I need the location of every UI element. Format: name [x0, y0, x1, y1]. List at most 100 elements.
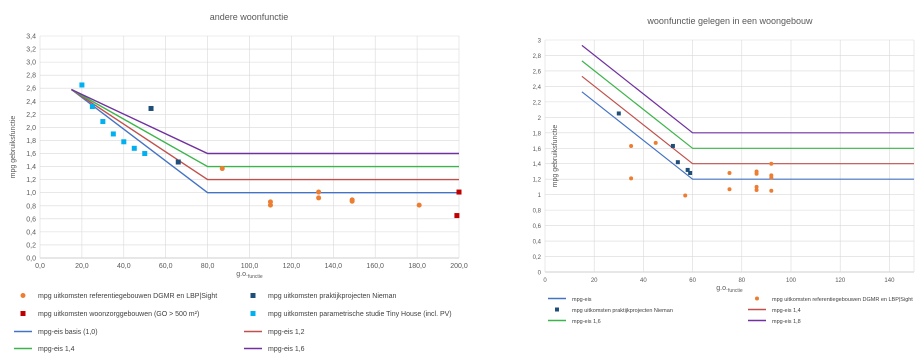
y-tick-label: 0,0 — [26, 256, 36, 263]
legend-swatch — [250, 293, 256, 298]
x-tick-label: 200,0 — [450, 263, 468, 270]
legend-entry: mpg-eis — [548, 297, 592, 303]
x-tick-label: 100,0 — [241, 263, 259, 270]
data-point — [727, 171, 732, 176]
data-point — [142, 151, 148, 157]
x-tick-label: 140,0 — [325, 263, 343, 270]
series-line — [581, 60, 914, 149]
data-point — [454, 213, 460, 219]
x-tick-label: 100 — [786, 278, 797, 284]
y-tick-label: 0,2 — [26, 242, 36, 249]
data-point — [754, 188, 759, 193]
x-tick-label: 0,0 — [35, 263, 45, 270]
x-axis-label-sub: functie — [248, 274, 263, 280]
legend-swatch — [20, 293, 26, 298]
y-tick-label: 2,6 — [533, 69, 542, 75]
data-point — [683, 193, 688, 198]
y-tick-label: 2 — [538, 116, 542, 122]
y-tick-label: 1,4 — [26, 164, 36, 171]
data-point — [131, 145, 137, 151]
data-point — [688, 171, 693, 176]
legend-swatch — [20, 311, 26, 316]
data-point — [349, 198, 355, 204]
legend-entry: mpg uitkomsten referentiegebouwen DGMR e… — [755, 296, 913, 303]
y-tick-label: 1,4 — [533, 162, 542, 168]
x-tick-label: 20,0 — [75, 263, 89, 270]
y-tick-label: 0,6 — [533, 224, 542, 230]
y-tick-label: 0,4 — [533, 240, 542, 246]
y-tick-label: 3,0 — [26, 60, 36, 67]
legend-label: mpg-eis 1,4 — [772, 308, 801, 314]
y-tick-label: 0 — [538, 271, 542, 277]
legend-swatch — [555, 307, 559, 312]
data-point — [416, 202, 422, 208]
x-tick-label: 120,0 — [283, 263, 301, 270]
legend-swatch — [755, 296, 759, 301]
legend-label: mpg-eis basis (1,0) — [38, 329, 98, 336]
legend-label: mpg-eis 1,8 — [772, 319, 801, 325]
data-point — [316, 195, 322, 201]
data-point — [670, 143, 675, 148]
y-tick-label: 3,4 — [26, 34, 36, 41]
legend-label: mpg-eis 1,6 — [572, 319, 601, 325]
y-tick-label: 3,2 — [26, 47, 36, 54]
y-tick-label: 2,2 — [533, 100, 542, 106]
legend-entry: mpg-eis 1,8 — [748, 319, 801, 325]
y-tick-label: 2,6 — [26, 86, 36, 93]
x-tick-label: 40,0 — [117, 263, 131, 270]
data-point — [629, 143, 634, 148]
y-tick-label: 1,6 — [26, 151, 36, 158]
y-tick-label: 0,2 — [533, 255, 542, 261]
legend-entry: mpg uitkomsten praktijkprojecten Nieman — [555, 307, 673, 314]
y-tick-label: 1,2 — [26, 177, 36, 184]
series-line — [581, 91, 914, 180]
y-axis-label: mpg gebruiksfunctie — [10, 116, 17, 179]
chart-left: andere woonfunctie 0,0 0,2 0,4 0,6 0,8 1,0 1,2 1… — [10, 12, 468, 353]
y-axis-label: mpg gebruiksfunctie — [552, 125, 559, 188]
data-point — [616, 111, 621, 116]
data-point — [316, 189, 322, 195]
chart-title: andere woonfunctie — [210, 12, 289, 22]
y-tick-label: 2,2 — [26, 112, 36, 119]
y-tick-label: 1,8 — [533, 131, 542, 137]
series-line — [71, 88, 459, 181]
chart-right: woonfunctie gelegen in een woongebouw 0 0,… — [533, 16, 915, 325]
x-tick-label: 140 — [884, 278, 895, 284]
x-axis-label: g.o.functie — [236, 271, 263, 280]
x-axis-label-main: g.o. — [236, 271, 248, 278]
y-tick-label: 1 — [538, 193, 542, 199]
y-tick-label: 1,0 — [26, 190, 36, 197]
y-tick-label: 0,6 — [26, 216, 36, 223]
legend-label: mpg uitkomsten praktijkprojecten Nieman — [572, 308, 673, 314]
data-point — [175, 159, 181, 165]
legend-entry: mpg-eis basis (1,0) — [14, 329, 98, 336]
chart-title: woonfunctie gelegen in een woongebouw — [646, 16, 813, 26]
data-point — [219, 166, 225, 172]
y-tick-label: 2,4 — [26, 99, 36, 106]
x-tick-label: 160,0 — [366, 263, 384, 270]
legend-label: mpg uitkomsten parametrische studie Tiny… — [268, 311, 452, 318]
x-tick-label: 80,0 — [201, 263, 215, 270]
data-point — [675, 160, 680, 165]
legend-entry: mpg-eis 1,6 — [548, 319, 601, 325]
data-point — [769, 161, 774, 166]
data-point — [727, 187, 732, 192]
series-line — [70, 88, 459, 194]
y-tick-label: 0,8 — [533, 209, 542, 215]
y-tick-label: 3 — [538, 39, 542, 45]
y-tick-label: 0,8 — [26, 203, 36, 210]
legend-label: mpg-eis — [572, 297, 592, 303]
y-tick-label: 0,4 — [26, 229, 36, 236]
y-tick-label: 2,8 — [533, 54, 542, 60]
series-line — [581, 44, 914, 134]
x-tick-label: 60 — [689, 278, 696, 284]
y-tick-label: 1,8 — [26, 138, 36, 145]
y-tick-label: 1,2 — [533, 178, 542, 184]
data-point — [629, 176, 634, 181]
data-point — [110, 131, 116, 137]
legend-label: mpg-eis 1,6 — [268, 346, 305, 353]
x-axis-label: g.o.functie — [716, 285, 743, 294]
x-tick-label: 120 — [835, 278, 846, 284]
data-point — [754, 171, 759, 176]
